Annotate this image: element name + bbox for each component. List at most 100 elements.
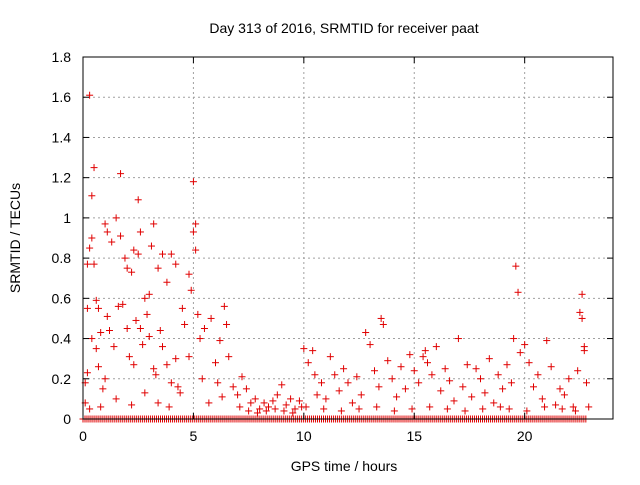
data-point xyxy=(117,232,125,240)
data-point xyxy=(192,246,200,254)
axis-ticks xyxy=(82,56,613,420)
data-point xyxy=(289,409,297,417)
data-point xyxy=(443,405,451,413)
y-tick-label: 1.4 xyxy=(52,129,72,145)
data-point xyxy=(496,403,504,411)
data-point xyxy=(134,250,142,258)
data-point xyxy=(287,395,295,403)
y-tick-label: 0.8 xyxy=(52,250,72,266)
data-point xyxy=(174,383,182,391)
data-point xyxy=(242,385,250,393)
data-point xyxy=(530,383,537,391)
data-point xyxy=(176,389,184,397)
data-point xyxy=(150,220,158,228)
data-point xyxy=(154,264,162,272)
data-points xyxy=(79,91,593,423)
data-point xyxy=(147,242,155,250)
data-point xyxy=(121,254,129,262)
data-point xyxy=(132,316,140,324)
data-point xyxy=(348,399,356,407)
data-point xyxy=(156,327,164,335)
tick-labels: 0 0.2 0.4 0.6 0.8 1 1.2 1.4 1.6 1.8 0 5 10 15 20 xyxy=(52,49,533,444)
data-point xyxy=(437,387,445,395)
y-tick-label: 1.2 xyxy=(52,170,72,186)
data-point xyxy=(426,403,434,411)
data-point xyxy=(421,347,429,355)
data-point xyxy=(282,401,290,409)
data-point xyxy=(234,391,242,399)
data-point xyxy=(472,365,480,373)
grid xyxy=(83,57,613,419)
data-point xyxy=(401,385,409,393)
data-point xyxy=(446,377,454,385)
data-point xyxy=(300,345,308,353)
y-tick-label: 1 xyxy=(63,210,71,226)
data-point xyxy=(541,403,549,411)
data-point xyxy=(94,304,102,312)
data-point xyxy=(225,353,233,361)
data-point xyxy=(125,353,133,361)
data-point xyxy=(479,405,487,413)
data-point xyxy=(88,234,96,242)
data-point xyxy=(194,310,202,318)
data-point xyxy=(172,355,180,363)
data-point xyxy=(128,268,136,276)
data-point xyxy=(580,347,588,355)
data-point xyxy=(322,395,330,403)
data-point xyxy=(101,375,109,383)
data-point xyxy=(92,345,100,353)
data-point xyxy=(353,373,361,381)
data-point xyxy=(408,405,416,413)
data-point xyxy=(253,409,261,417)
data-point xyxy=(83,304,91,312)
data-point xyxy=(556,385,564,393)
data-point xyxy=(123,264,131,272)
data-point xyxy=(357,391,365,399)
data-point xyxy=(468,393,476,401)
data-point xyxy=(134,196,142,204)
data-point xyxy=(106,327,113,335)
data-point xyxy=(83,260,91,268)
data-point xyxy=(141,294,149,302)
data-point xyxy=(377,314,385,322)
data-point xyxy=(88,335,96,343)
data-point xyxy=(485,355,493,363)
data-point xyxy=(251,395,259,403)
data-point xyxy=(163,278,171,286)
data-point xyxy=(90,260,98,268)
data-point xyxy=(503,361,511,369)
data-point xyxy=(390,407,398,415)
data-point xyxy=(512,262,520,270)
data-point xyxy=(415,379,423,387)
data-point xyxy=(86,405,94,413)
data-point xyxy=(271,405,279,413)
data-point xyxy=(150,365,158,373)
data-point xyxy=(238,373,246,381)
data-point xyxy=(101,220,109,228)
data-point xyxy=(366,341,374,349)
data-point xyxy=(247,399,255,407)
data-point xyxy=(214,379,222,387)
data-point xyxy=(216,337,224,345)
data-point xyxy=(379,320,387,328)
data-point xyxy=(388,375,396,383)
data-point xyxy=(410,367,418,375)
data-point xyxy=(547,363,555,371)
data-point xyxy=(130,361,138,369)
y-tick-label: 1.6 xyxy=(52,89,72,105)
data-point xyxy=(521,341,529,349)
x-tick-label: 10 xyxy=(296,428,312,444)
data-point xyxy=(260,399,268,407)
data-point xyxy=(117,170,125,178)
data-point xyxy=(499,385,507,393)
data-point xyxy=(571,407,579,415)
data-point xyxy=(510,335,518,343)
data-point xyxy=(273,391,281,399)
data-point xyxy=(185,353,193,361)
data-point xyxy=(165,403,173,411)
data-point xyxy=(569,403,577,411)
data-point xyxy=(172,260,180,268)
data-point xyxy=(245,407,253,415)
data-point xyxy=(94,363,102,371)
data-point xyxy=(196,335,204,343)
